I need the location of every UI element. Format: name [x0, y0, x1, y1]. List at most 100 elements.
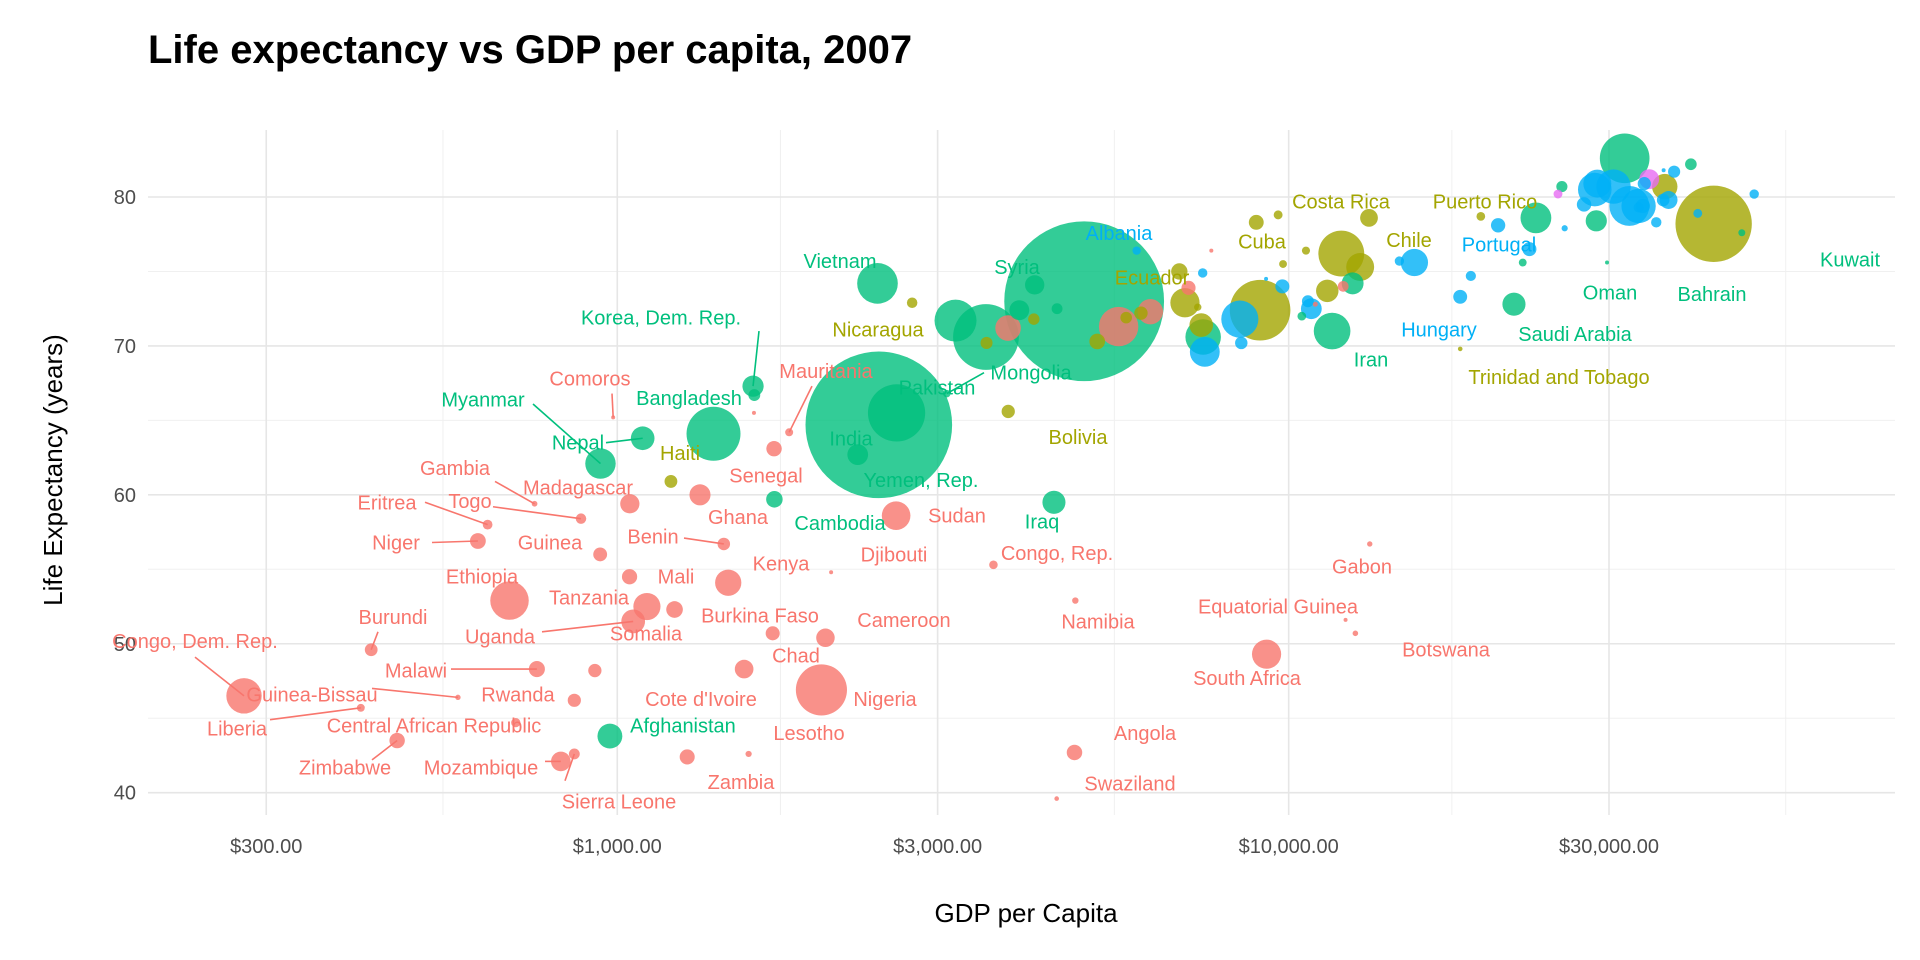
- point-label: Zimbabwe: [299, 757, 391, 779]
- point-label: Iraq: [1025, 512, 1059, 534]
- data-point: [469, 533, 486, 549]
- data-point: [1685, 158, 1697, 171]
- data-point: [621, 609, 646, 634]
- data-point: [568, 748, 580, 760]
- data-point: [1583, 169, 1612, 198]
- point-label: Trinidad and Tobago: [1468, 367, 1649, 389]
- data-point: [1251, 639, 1282, 669]
- data-point: [1400, 248, 1429, 277]
- point-label: Cambodia: [794, 513, 886, 535]
- point-label: Swaziland: [1084, 774, 1175, 796]
- data-point: [1004, 221, 1165, 382]
- data-point: [1170, 288, 1200, 318]
- point-label: Pakistan: [899, 378, 976, 400]
- data-point: [1360, 208, 1378, 227]
- data-point: [995, 315, 1021, 341]
- label-connector: [371, 687, 459, 699]
- label-connector: [541, 620, 634, 633]
- point-label: Korea, Dem. Rep.: [581, 308, 741, 330]
- data-point: [1248, 214, 1264, 230]
- data-point: [1134, 306, 1148, 320]
- data-point: [621, 569, 638, 585]
- data-point: [857, 263, 898, 304]
- data-point: [1518, 258, 1527, 267]
- data-point: [1576, 197, 1592, 212]
- data-point: [551, 751, 571, 772]
- point-label: Djibouti: [861, 544, 928, 566]
- data-point: [1465, 270, 1476, 282]
- data-point: [766, 440, 782, 457]
- chart-title: Life expectancy vs GDP per capita, 2007: [148, 28, 913, 72]
- data-point: [980, 336, 993, 349]
- data-point: [664, 475, 678, 488]
- point-label: Guinea: [518, 532, 583, 554]
- y-tick-label: 40: [114, 783, 136, 805]
- data-point: [1264, 276, 1269, 281]
- data-point: [1301, 295, 1314, 308]
- data-point: [1556, 181, 1568, 193]
- data-point: [364, 643, 378, 657]
- data-point: [490, 581, 529, 620]
- point-label: Tanzania: [549, 588, 630, 610]
- label-connector: [494, 480, 535, 505]
- data-point: [1693, 208, 1703, 218]
- point-label: Kenya: [753, 553, 811, 575]
- data-point: [1072, 597, 1079, 604]
- point-label: Equatorial Guinea: [1198, 597, 1359, 619]
- data-point: [795, 664, 847, 716]
- point-label: Mozambique: [424, 757, 539, 779]
- point-label: Vietnam: [803, 251, 876, 273]
- x-tick-label: $3,000.00: [893, 836, 982, 858]
- data-point: [734, 659, 754, 679]
- data-point: [1553, 189, 1563, 199]
- data-point: [226, 678, 262, 714]
- data-point: [1633, 202, 1644, 213]
- data-point: [686, 406, 741, 461]
- data-point: [620, 494, 640, 514]
- point-label: Nicaragua: [832, 320, 924, 342]
- x-tick-label: $300.00: [230, 836, 302, 858]
- point-label: Rwanda: [481, 684, 555, 706]
- point-label: Congo, Rep.: [1001, 543, 1113, 565]
- point-label: Bahrain: [1678, 284, 1747, 306]
- data-point: [1028, 313, 1040, 325]
- point-label: Gambia: [420, 458, 491, 480]
- data-point: [745, 750, 752, 758]
- x-tick-label: $30,000.00: [1559, 836, 1659, 858]
- data-point: [1001, 404, 1015, 419]
- point-label: Myanmar: [441, 390, 525, 412]
- point-label: Oman: [1583, 282, 1637, 304]
- x-axis-title: GDP per Capita: [934, 898, 1118, 928]
- data-point: [1042, 490, 1066, 514]
- y-tick-label: 60: [114, 485, 136, 507]
- point-label: Afghanistan: [630, 716, 736, 738]
- data-point: [1066, 744, 1083, 761]
- point-label: Namibia: [1061, 611, 1135, 633]
- data-point: [1051, 303, 1063, 315]
- point-label: Bolivia: [1049, 427, 1109, 449]
- point-label: Liberia: [207, 719, 268, 741]
- data-point: [597, 723, 623, 749]
- point-label: Gabon: [1332, 556, 1392, 578]
- data-point: [906, 297, 918, 308]
- data-point: [1221, 300, 1259, 338]
- data-point: [1352, 630, 1359, 637]
- data-point: [1189, 336, 1220, 367]
- data-point: [881, 501, 911, 530]
- data-point: [1476, 212, 1486, 221]
- point-label: Congo, Dem. Rep.: [112, 631, 278, 653]
- data-point: [847, 444, 869, 465]
- point-label: Cote d'Ivoire: [645, 689, 757, 711]
- axis-ticks: 40 50 60 70 80 $300.00 $1,000.00 $3,000.00 $10,0…: [114, 187, 1659, 858]
- data-point: [1273, 210, 1283, 220]
- point-label: Central African Republic: [327, 716, 542, 738]
- data-point: [1668, 165, 1681, 178]
- data-point: [1009, 300, 1030, 321]
- data-point: [1637, 177, 1651, 191]
- label-connector: [611, 393, 614, 418]
- label-connector: [492, 505, 582, 520]
- data-point: [1394, 256, 1405, 266]
- point-label: Ethiopia: [446, 567, 519, 589]
- data-point: [1675, 185, 1752, 262]
- data-point: [1453, 289, 1468, 304]
